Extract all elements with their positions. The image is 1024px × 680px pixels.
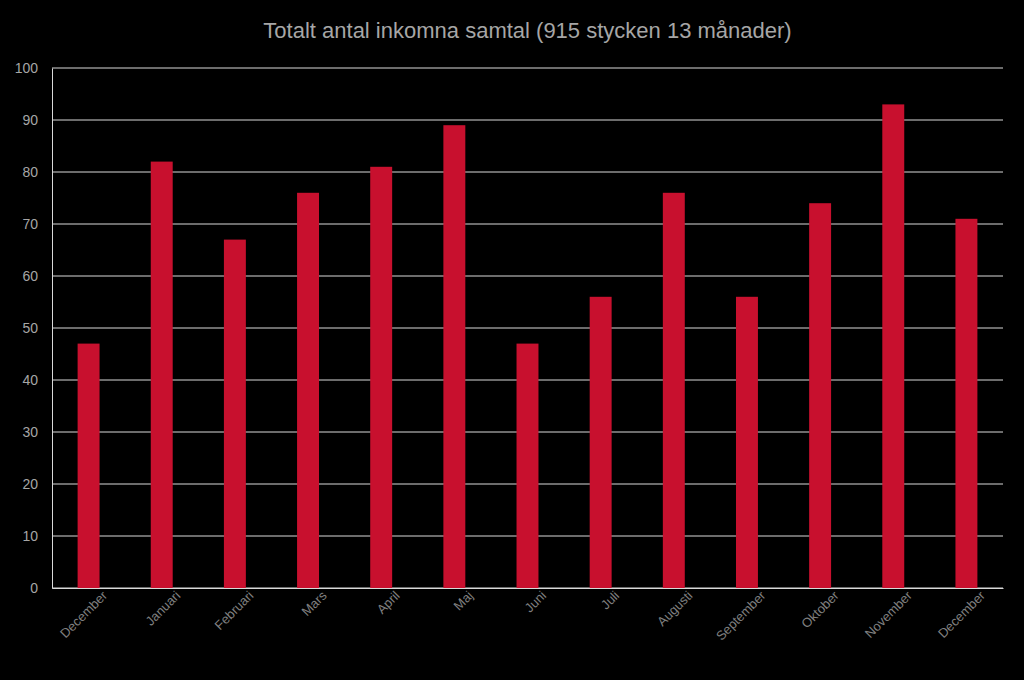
- bar: [297, 193, 319, 588]
- x-tick-label: Mars: [299, 588, 330, 619]
- bar: [590, 297, 612, 588]
- x-tick: December: [57, 587, 110, 640]
- bar: [882, 104, 904, 588]
- bar: [370, 167, 392, 588]
- x-tick: Oktober: [798, 587, 842, 631]
- x-tick: April: [374, 588, 403, 617]
- x-tick: November: [862, 587, 915, 640]
- y-tick: 70: [22, 216, 52, 232]
- bars: [78, 104, 978, 588]
- bar: [663, 193, 685, 588]
- x-tick-label: Juli: [598, 588, 622, 612]
- bar: [78, 344, 100, 588]
- bar: [517, 344, 539, 588]
- y-tick-label: 50: [22, 320, 38, 336]
- x-tick-label: Augusti: [654, 588, 695, 629]
- x-tick-label: September: [713, 587, 769, 643]
- y-tick: 60: [22, 268, 52, 284]
- y-tick-label: 10: [22, 528, 38, 544]
- y-axis-line: [52, 69, 53, 589]
- y-tick-label: 70: [22, 216, 38, 232]
- grid-line: [52, 276, 1003, 277]
- bar: [224, 240, 246, 588]
- plot: 0 10 20 30 40 50 60 70 80 90 100 December Januari Feb…: [15, 60, 1004, 644]
- grid-line: [52, 172, 1003, 173]
- x-tick-label: December: [935, 587, 988, 640]
- x-tick-label: Februari: [212, 588, 257, 633]
- x-tick: Juni: [522, 588, 550, 616]
- x-tick: Januari: [143, 588, 184, 629]
- x-tick: Maj: [450, 588, 475, 613]
- grid-line: [52, 328, 1003, 329]
- y-tick: 90: [22, 112, 52, 128]
- x-tick: September: [713, 587, 769, 643]
- grid-line: [52, 224, 1003, 225]
- grid: [52, 68, 1003, 588]
- x-tick-label: Juni: [522, 588, 550, 616]
- x-tick-label: December: [57, 587, 110, 640]
- y-tick: 40: [22, 372, 52, 388]
- y-tick: 20: [22, 476, 52, 492]
- x-tick-label: April: [374, 588, 403, 617]
- y-tick: 0: [30, 580, 52, 596]
- title: Totalt antal inkomna samtal (915 stycken…: [263, 18, 791, 43]
- y-tick-label: 30: [22, 424, 38, 440]
- x-tick-label: November: [862, 587, 915, 640]
- y-tick: 100: [15, 60, 52, 76]
- x-tick-label: Januari: [143, 588, 184, 629]
- y-tick-label: 100: [15, 60, 39, 76]
- x-tick-label: Oktober: [798, 587, 842, 631]
- bar: [443, 125, 465, 588]
- bar: [151, 162, 173, 588]
- x-tick: Mars: [299, 588, 330, 619]
- grid-line: [52, 68, 1003, 69]
- x-tick-label: Maj: [450, 588, 475, 613]
- y-axis: 0 10 20 30 40 50 60 70 80 90 100: [15, 60, 53, 596]
- y-tick-label: 20: [22, 476, 38, 492]
- chart: 0 10 20 30 40 50 60 70 80 90 100 December Januari Feb…: [0, 0, 1024, 680]
- x-tick: December: [935, 587, 988, 640]
- bar: [809, 203, 831, 588]
- y-tick-label: 80: [22, 164, 38, 180]
- y-tick-label: 0: [30, 580, 38, 596]
- x-tick: Juli: [598, 588, 622, 612]
- grid-line: [52, 120, 1003, 121]
- bar: [736, 297, 758, 588]
- background: [0, 0, 1024, 680]
- x-tick: Augusti: [654, 588, 695, 629]
- y-tick-label: 90: [22, 112, 38, 128]
- y-tick: 30: [22, 424, 52, 440]
- x-axis-line: [53, 588, 1004, 589]
- y-tick: 80: [22, 164, 52, 180]
- y-tick: 10: [22, 528, 52, 544]
- y-tick-label: 60: [22, 268, 38, 284]
- x-axis: December Januari Februari Mars April Maj Juni J…: [53, 587, 1004, 643]
- y-tick-label: 40: [22, 372, 38, 388]
- y-tick: 50: [22, 320, 52, 336]
- bar: [955, 219, 977, 588]
- x-tick: Februari: [212, 588, 257, 633]
